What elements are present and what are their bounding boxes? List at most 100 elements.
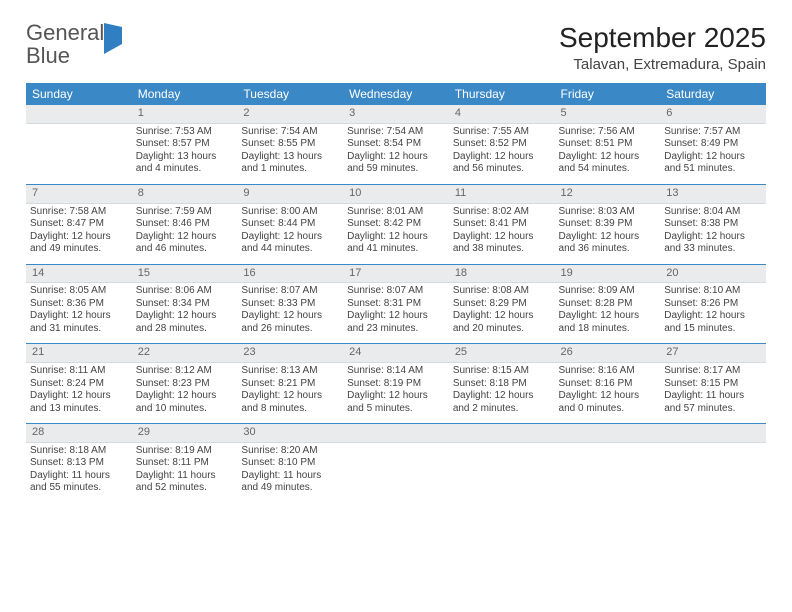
day-content-row: Sunrise: 8:11 AMSunset: 8:24 PMDaylight:…: [26, 363, 766, 424]
day-cell-line: Sunset: 8:36 PM: [30, 298, 128, 311]
day-cell-line: Daylight: 12 hours: [664, 231, 762, 244]
day-cell: Sunrise: 8:00 AMSunset: 8:44 PMDaylight:…: [237, 203, 343, 264]
day-number: 2: [237, 105, 343, 123]
day-cell-line: Sunset: 8:28 PM: [559, 298, 657, 311]
day-cell: Sunrise: 7:59 AMSunset: 8:46 PMDaylight:…: [132, 203, 238, 264]
day-cell-line: and 15 minutes.: [664, 323, 762, 336]
day-cell-line: Sunrise: 8:17 AM: [664, 365, 762, 378]
day-cell-line: Sunset: 8:18 PM: [453, 378, 551, 391]
day-number: 11: [449, 185, 555, 203]
day-cell-line: Sunrise: 7:54 AM: [347, 126, 445, 139]
day-cell-line: Sunrise: 7:56 AM: [559, 126, 657, 139]
day-cell: Sunrise: 8:03 AMSunset: 8:39 PMDaylight:…: [555, 203, 661, 264]
day-cell-line: Daylight: 12 hours: [347, 231, 445, 244]
day-number: [660, 424, 766, 442]
weekday-header: Friday: [555, 83, 661, 105]
day-cell-line: Daylight: 11 hours: [30, 470, 128, 483]
day-cell-line: Sunset: 8:19 PM: [347, 378, 445, 391]
day-cell: Sunrise: 8:12 AMSunset: 8:23 PMDaylight:…: [132, 363, 238, 424]
day-cell-line: Sunrise: 8:14 AM: [347, 365, 445, 378]
day-number: 28: [26, 424, 132, 442]
day-cell-line: Daylight: 12 hours: [241, 310, 339, 323]
day-number: 16: [237, 265, 343, 283]
day-cell: Sunrise: 8:14 AMSunset: 8:19 PMDaylight:…: [343, 363, 449, 424]
logo: General Blue: [26, 22, 122, 68]
day-cell-line: Sunset: 8:55 PM: [241, 138, 339, 151]
day-cell-line: Sunset: 8:29 PM: [453, 298, 551, 311]
day-cell-line: Sunrise: 8:19 AM: [136, 445, 234, 458]
day-number: 12: [555, 185, 661, 203]
day-number: 29: [132, 424, 238, 442]
weekday-header-row: SundayMondayTuesdayWednesdayThursdayFrid…: [26, 83, 766, 105]
day-cell: [26, 123, 132, 184]
day-cell-line: Sunrise: 7:53 AM: [136, 126, 234, 139]
day-cell-line: Sunset: 8:24 PM: [30, 378, 128, 391]
day-cell-line: and 8 minutes.: [241, 403, 339, 416]
day-cell-line: and 36 minutes.: [559, 243, 657, 256]
day-number-row: 282930: [26, 424, 766, 442]
day-cell-line: Sunrise: 8:06 AM: [136, 285, 234, 298]
day-cell-line: and 41 minutes.: [347, 243, 445, 256]
day-cell: Sunrise: 8:01 AMSunset: 8:42 PMDaylight:…: [343, 203, 449, 264]
day-cell-line: Daylight: 12 hours: [241, 231, 339, 244]
title-block: September 2025 Talavan, Extremadura, Spa…: [559, 22, 766, 73]
day-cell: Sunrise: 7:56 AMSunset: 8:51 PMDaylight:…: [555, 123, 661, 184]
day-cell-line: Daylight: 12 hours: [241, 390, 339, 403]
day-content-row: Sunrise: 7:53 AMSunset: 8:57 PMDaylight:…: [26, 123, 766, 184]
day-cell-line: Sunrise: 8:13 AM: [241, 365, 339, 378]
day-number: 30: [237, 424, 343, 442]
day-number: 24: [343, 344, 449, 362]
day-cell-line: and 26 minutes.: [241, 323, 339, 336]
day-cell: Sunrise: 8:16 AMSunset: 8:16 PMDaylight:…: [555, 363, 661, 424]
day-cell-line: Daylight: 12 hours: [136, 390, 234, 403]
day-cell-line: Sunset: 8:10 PM: [241, 457, 339, 470]
day-number: 4: [449, 105, 555, 123]
day-number-row: 14151617181920: [26, 265, 766, 283]
day-cell-line: and 51 minutes.: [664, 163, 762, 176]
day-cell-line: Sunrise: 8:08 AM: [453, 285, 551, 298]
day-cell-line: Daylight: 12 hours: [664, 151, 762, 164]
day-cell-line: Sunset: 8:49 PM: [664, 138, 762, 151]
day-number: 14: [26, 265, 132, 283]
day-cell-line: and 10 minutes.: [136, 403, 234, 416]
day-cell-line: Daylight: 12 hours: [30, 310, 128, 323]
day-cell-line: Daylight: 12 hours: [559, 310, 657, 323]
day-cell-line: Sunrise: 8:11 AM: [30, 365, 128, 378]
location-text: Talavan, Extremadura, Spain: [559, 56, 766, 73]
day-cell-line: Daylight: 13 hours: [241, 151, 339, 164]
day-cell-line: Sunrise: 8:12 AM: [136, 365, 234, 378]
day-number-row: 123456: [26, 105, 766, 123]
day-cell-line: Sunset: 8:46 PM: [136, 218, 234, 231]
day-cell-line: Daylight: 12 hours: [453, 231, 551, 244]
day-cell-line: and 13 minutes.: [30, 403, 128, 416]
day-cell-line: and 23 minutes.: [347, 323, 445, 336]
day-number-row: 21222324252627: [26, 344, 766, 362]
day-cell: Sunrise: 7:58 AMSunset: 8:47 PMDaylight:…: [26, 203, 132, 264]
day-cell-line: Sunset: 8:39 PM: [559, 218, 657, 231]
day-cell-line: Sunrise: 7:55 AM: [453, 126, 551, 139]
day-content-row: Sunrise: 8:18 AMSunset: 8:13 PMDaylight:…: [26, 442, 766, 503]
day-content-row: Sunrise: 8:05 AMSunset: 8:36 PMDaylight:…: [26, 283, 766, 344]
weekday-header: Tuesday: [237, 83, 343, 105]
day-cell-line: and 55 minutes.: [30, 482, 128, 495]
day-cell-line: and 59 minutes.: [347, 163, 445, 176]
weekday-header: Sunday: [26, 83, 132, 105]
day-number: [449, 424, 555, 442]
day-cell-line: and 44 minutes.: [241, 243, 339, 256]
day-cell-line: Sunrise: 8:03 AM: [559, 206, 657, 219]
day-cell-line: Daylight: 12 hours: [30, 390, 128, 403]
day-number: 1: [132, 105, 238, 123]
day-cell: Sunrise: 8:09 AMSunset: 8:28 PMDaylight:…: [555, 283, 661, 344]
day-cell-line: and 5 minutes.: [347, 403, 445, 416]
day-cell-line: Sunset: 8:11 PM: [136, 457, 234, 470]
day-number: 17: [343, 265, 449, 283]
day-cell-line: Daylight: 12 hours: [453, 151, 551, 164]
day-cell: [449, 442, 555, 503]
day-cell-line: Sunrise: 8:01 AM: [347, 206, 445, 219]
day-number: 21: [26, 344, 132, 362]
day-cell-line: and 18 minutes.: [559, 323, 657, 336]
day-cell-line: Sunrise: 7:57 AM: [664, 126, 762, 139]
day-cell-line: Sunset: 8:42 PM: [347, 218, 445, 231]
day-cell-line: Daylight: 12 hours: [30, 231, 128, 244]
day-cell-line: and 46 minutes.: [136, 243, 234, 256]
